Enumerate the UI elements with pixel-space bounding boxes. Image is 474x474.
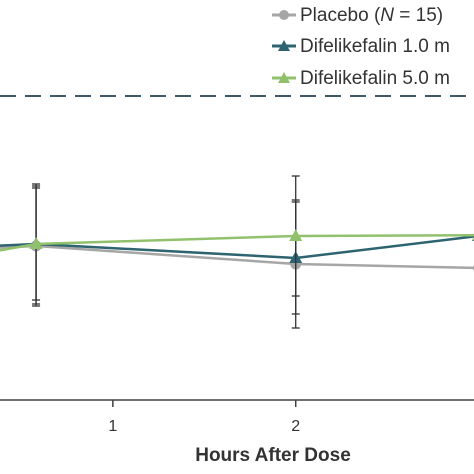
data-point	[29, 237, 43, 249]
legend-label-placebo: Placebo (N = 15)	[300, 5, 443, 26]
x-tick-label: 1	[108, 418, 117, 435]
series-2	[0, 175, 474, 301]
legend-item-difelikefalin-1: Difelikefalin 1.0 m	[272, 36, 450, 57]
series-1	[0, 183, 474, 315]
series-0	[0, 185, 474, 329]
legend-item-difelikefalin-5: Difelikefalin 5.0 m	[272, 68, 450, 89]
legend: Placebo (N = 15) Difelikefalin 1.0 m Dif…	[272, 5, 450, 89]
legend-label-difelikefalin-1: Difelikefalin 1.0 m	[300, 36, 450, 57]
legend-item-placebo: Placebo (N = 15)	[272, 5, 443, 26]
series-line	[0, 235, 474, 260]
x-axis-title: Hours After Dose	[195, 445, 351, 466]
data-point	[289, 229, 303, 241]
legend-label-difelikefalin-5: Difelikefalin 5.0 m	[300, 68, 450, 89]
x-tick-label: 2	[291, 418, 300, 435]
x-axis-ticks: 123	[108, 400, 300, 435]
legend-marker-difelikefalin-1	[278, 40, 290, 51]
series-line	[0, 233, 474, 252]
legend-marker-difelikefalin-5	[278, 72, 290, 83]
plot-area	[0, 95, 474, 329]
legend-marker-placebo	[279, 10, 289, 20]
